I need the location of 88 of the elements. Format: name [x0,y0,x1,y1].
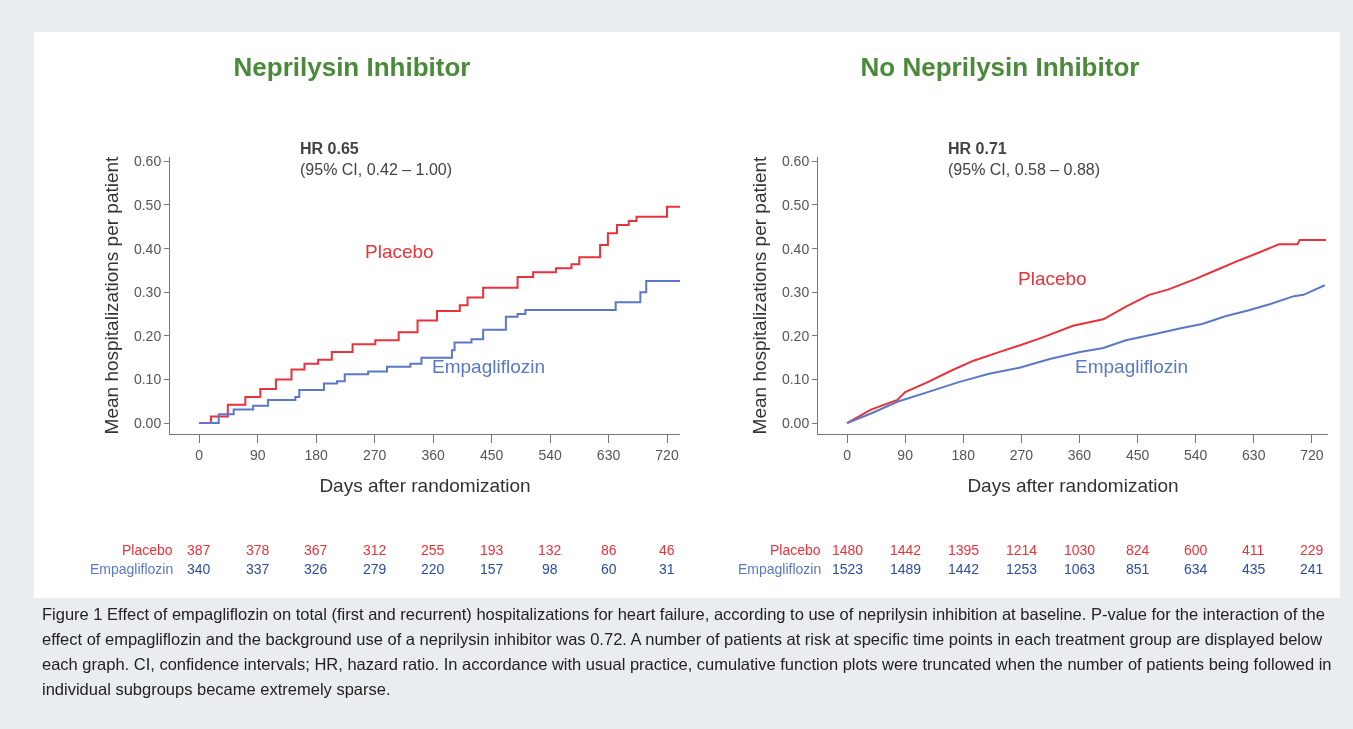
text: 367 [304,542,328,558]
annotation: (95% CI, 0.58 – 0.88) [948,161,1101,178]
annotation: HR 0.71 [948,140,1007,157]
text: Placebo [122,542,173,558]
y-axis-title: Mean hospitalizations per patient [100,155,122,435]
text: 255 [421,542,445,558]
text: 98 [542,561,558,577]
y-tick-label: 0.40 [781,240,810,257]
y-tick-label: 0.10 [133,371,162,388]
x-tick-label: 180 [951,446,976,463]
text: 600 [1184,542,1208,558]
text: 279 [363,561,387,577]
y-axis-title: Mean hospitalizations per patient [748,155,770,435]
y-tick-label: 0.60 [781,153,810,170]
x-tick-label: 450 [479,446,504,463]
text: 435 [1242,561,1266,577]
text: 387 [187,542,211,558]
y-tick-label: 0.00 [781,414,810,431]
y-tick-label: 0.00 [133,414,162,431]
text: 634 [1184,561,1208,577]
text: 312 [363,542,387,558]
text: 31 [659,561,675,577]
text: 193 [480,542,504,558]
x-tick-label: 720 [1300,446,1324,463]
text: 220 [421,561,445,577]
text: 157 [480,561,504,577]
text: 337 [246,561,270,577]
x-tick-label: 720 [655,446,679,463]
x-tick-label: 180 [304,446,329,463]
text: 1489 [890,561,922,577]
x-tick-label: 270 [1009,446,1034,463]
x-tick-label: 630 [596,446,621,463]
x-tick-label: 0 [195,446,204,463]
text: 340 [187,561,211,577]
y-tick-label: 0.60 [133,153,162,170]
text: 851 [1126,561,1150,577]
line-series [846,284,1326,425]
text: 1395 [948,542,980,558]
text: 326 [304,561,328,577]
text: 1214 [1006,542,1038,558]
x-tick-label: 270 [362,446,387,463]
annotation: HR 0.65 [300,140,359,157]
text: 229 [1300,542,1324,558]
annotation: (95% CI, 0.42 – 1.00) [300,161,453,178]
x-tick-label: 360 [421,446,446,463]
y-tick-label: 0.20 [781,327,810,344]
text: 1523 [832,561,864,577]
text: 1480 [832,542,864,558]
text: 1442 [890,542,922,558]
text: 378 [246,542,270,558]
y-tick-label: 0.50 [781,196,810,213]
text: 46 [659,542,675,558]
x-tick-label: 450 [1125,446,1150,463]
x-tick-label: 0 [843,446,852,463]
text: Placebo [365,241,434,262]
text: Empagliflozin [738,561,822,577]
caption: Figure 1 Effect of empagliflozin on total (first and recurrent) hospitalizations for heart failure, according to use of neprilysin inhibition at baseline. P-value for the interaction of the effect of empagliflozin and the background use of a neprilysin inhibitor was 0.72. A number of patients at risk at specific time points in each treatment group are displayed below each graph. CI, confidence intervals; HR, hazard ratio. In accordance with usual practice, cumulative function plots were truncated when the number of patients being followed in individual subgroups became extremely sparse. [42,604,1333,700]
text: 60 [601,561,617,577]
y-tick-label: 0.10 [781,371,810,388]
y-tick-label: 0.30 [781,284,810,301]
x-tick-label: 630 [1242,446,1266,463]
y-tick-label: 0.50 [133,196,162,213]
text: 1253 [1006,561,1038,577]
text: 132 [538,542,562,558]
text: 1442 [948,561,980,577]
x-tick-label: 540 [538,446,562,463]
x-tick-label: 360 [1067,446,1092,463]
y-tick-label: 0.20 [133,327,162,344]
text: 411 [1242,542,1265,558]
x-tick-label: 90 [897,446,914,463]
series-label: Placebo [1018,268,1087,289]
chart-title: No Neprilysin Inhibitor [860,51,1140,82]
x-tick-label: 540 [1183,446,1208,463]
chart-title: Neprilysin Inhibitor [233,51,471,82]
series-label: Empagliflozin [1075,356,1188,377]
x-axis-title: Days after randomization [967,474,1179,496]
series-label: Empagliflozin [432,356,545,377]
text: 824 [1126,542,1150,558]
text: 1063 [1064,561,1096,577]
y-tick-label: 0.30 [133,284,162,301]
x-axis-title: Days after randomization [319,474,531,496]
x-tick-label: 90 [249,446,266,463]
y-tick-label: 0.40 [133,240,162,257]
text: 241 [1300,561,1324,577]
text: 1030 [1064,542,1096,558]
text: 86 [601,542,617,558]
text: Placebo [770,542,821,558]
text: Empagliflozin [90,561,174,577]
